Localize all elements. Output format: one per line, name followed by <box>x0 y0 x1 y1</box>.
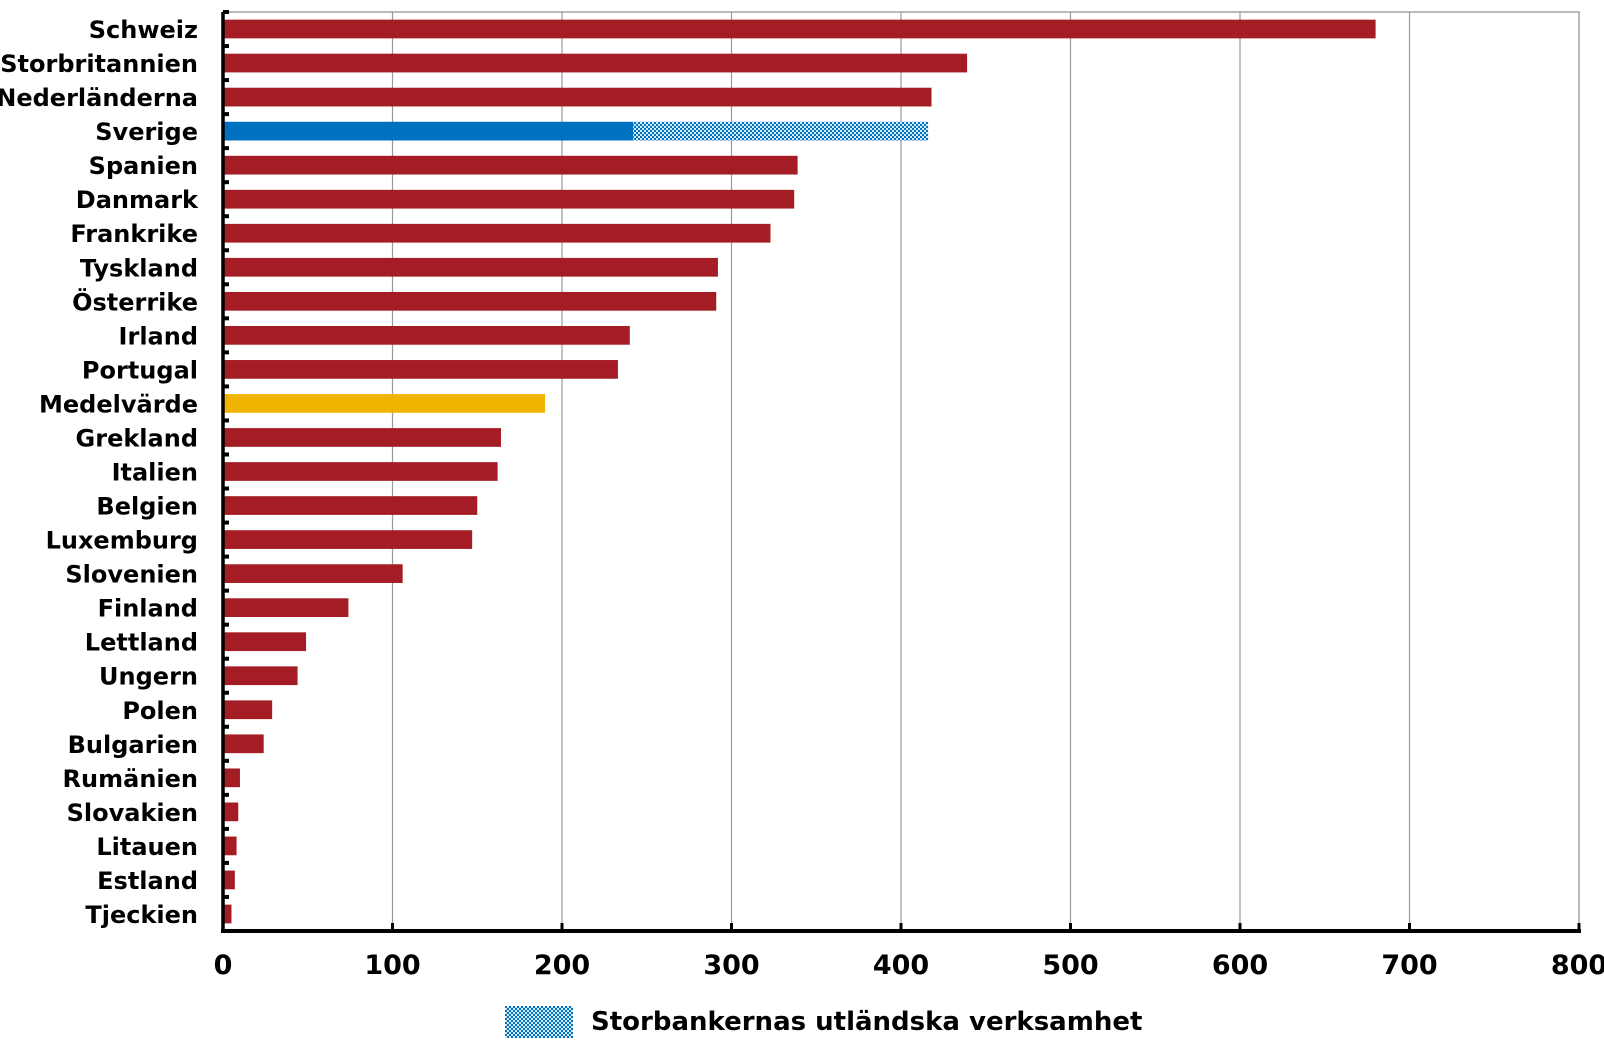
category-label: Belgien <box>96 493 198 521</box>
category-label: Danmark <box>76 186 199 214</box>
bar <box>223 666 298 686</box>
category-label: Italien <box>112 459 198 487</box>
bar-chart: 0 100 200 300 400 500 600 700 800 Schweiz Storbrit… <box>0 10 1604 981</box>
category-label: Storbritannien <box>0 50 198 78</box>
x-tick-label: 600 <box>1212 950 1268 981</box>
category-label: Portugal <box>82 356 198 384</box>
bar <box>223 223 771 243</box>
bar <box>223 462 498 481</box>
x-tick-label: 700 <box>1381 950 1437 981</box>
category-label: Tjeckien <box>85 901 198 929</box>
bar <box>223 836 237 856</box>
axis-layer <box>221 10 1581 933</box>
bar <box>223 325 630 345</box>
bar <box>223 19 1376 39</box>
category-label: Grekland <box>76 424 198 452</box>
bar <box>223 632 307 652</box>
bar <box>223 155 798 175</box>
bar <box>223 598 349 618</box>
bar-layer <box>223 19 1376 924</box>
bar <box>223 53 968 73</box>
bar <box>223 870 235 890</box>
label-layer: 0 100 200 300 400 500 600 700 800 Schweiz Storbrit… <box>0 16 1604 981</box>
category-label: Litauen <box>96 833 198 861</box>
category-label: Nederländerna <box>0 84 198 112</box>
x-tick-label: 400 <box>873 950 929 981</box>
category-label: Bulgarien <box>68 731 198 759</box>
bar-overseas <box>633 121 929 141</box>
bar <box>223 291 717 311</box>
bar <box>223 768 240 788</box>
category-label: Finland <box>98 595 198 623</box>
bar <box>223 564 403 583</box>
x-tick-label: 500 <box>1042 950 1098 981</box>
category-label: Sverige <box>95 118 198 146</box>
category-label: Polen <box>122 697 198 725</box>
bar <box>223 360 618 379</box>
bar <box>223 189 795 209</box>
bar <box>223 87 932 107</box>
bar <box>223 121 634 141</box>
category-label: Österrike <box>72 286 198 316</box>
x-tick-label: 200 <box>534 950 590 981</box>
bar <box>223 496 478 515</box>
bar <box>223 428 501 447</box>
category-label: Frankrike <box>70 220 198 248</box>
category-label: Luxemburg <box>46 527 198 555</box>
bar <box>223 700 273 720</box>
category-label: Spanien <box>89 152 198 180</box>
category-label: Ungern <box>99 663 198 691</box>
category-label: Lettland <box>85 629 198 657</box>
bar <box>223 734 264 754</box>
bar <box>223 904 232 924</box>
x-tick-label: 0 <box>214 950 233 981</box>
bar <box>223 802 239 822</box>
bar <box>223 257 718 277</box>
x-tick-label: 300 <box>703 950 759 981</box>
category-label: Slovakien <box>67 799 198 827</box>
category-label: Slovenien <box>65 561 198 589</box>
legend: Storbankernas utländska verksamhet <box>505 1004 1142 1040</box>
legend-swatch-dotted <box>505 1006 573 1038</box>
category-label: Estland <box>97 867 198 895</box>
category-label: Irland <box>119 322 198 350</box>
category-label: Tyskland <box>80 254 198 282</box>
x-tick-label: 100 <box>364 950 420 981</box>
grid-layer <box>391 12 1411 931</box>
category-label: Schweiz <box>89 16 198 44</box>
bar <box>223 530 473 549</box>
legend-label: Storbankernas utländska verksamhet <box>591 1007 1143 1037</box>
category-label: Rumänien <box>63 765 198 793</box>
x-tick-label: 800 <box>1551 950 1604 981</box>
bar <box>223 394 546 413</box>
category-label: Medelvärde <box>39 390 198 418</box>
